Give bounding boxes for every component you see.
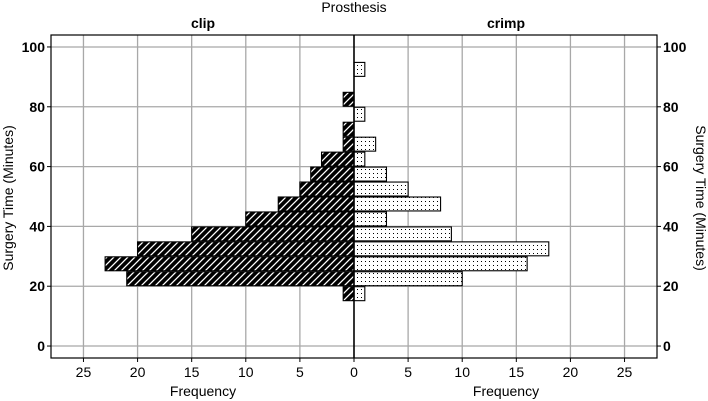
bar-crimp-27.5 bbox=[353, 256, 528, 272]
x-tick-label-left-5: 5 bbox=[296, 364, 304, 380]
x-tick-label-left-25: 25 bbox=[76, 364, 92, 380]
x-axis-label-right: Frequency bbox=[473, 383, 539, 399]
bar-clip-47.5 bbox=[277, 196, 355, 212]
bar-clip-17.5 bbox=[342, 286, 355, 302]
bar-clip-37.5 bbox=[191, 226, 355, 242]
bar-clip-57.5 bbox=[310, 166, 355, 182]
bar-clip-82.5 bbox=[342, 91, 355, 107]
bar-crimp-42.5 bbox=[353, 211, 388, 227]
bar-crimp-57.5 bbox=[353, 166, 388, 182]
bar-crimp-92.5 bbox=[353, 61, 366, 77]
bar-crimp-37.5 bbox=[353, 226, 452, 242]
bar-clip-72.5 bbox=[342, 121, 355, 137]
bar-crimp-62.5 bbox=[353, 151, 366, 167]
x-tick-label-right-15: 15 bbox=[509, 364, 525, 380]
y-tick-label-right-0: 0 bbox=[663, 338, 671, 354]
y-tick-label-right-60: 60 bbox=[663, 159, 679, 175]
bar-clip-27.5 bbox=[104, 256, 355, 272]
y-tick-label-left-80: 80 bbox=[29, 99, 45, 115]
bar-crimp-77.5 bbox=[353, 106, 366, 122]
bar-clip-22.5 bbox=[126, 271, 355, 287]
x-tick-label-right-25: 25 bbox=[617, 364, 633, 380]
y-tick-label-left-60: 60 bbox=[29, 159, 45, 175]
y-tick-label-left-20: 20 bbox=[29, 278, 45, 294]
y-tick-label-right-20: 20 bbox=[663, 278, 679, 294]
y-axis-label-left: Surgery Time (Minutes) bbox=[0, 125, 16, 270]
y-tick-label-right-80: 80 bbox=[663, 99, 679, 115]
bar-clip-62.5 bbox=[320, 151, 355, 167]
bars bbox=[104, 61, 550, 302]
y-tick-label-left-0: 0 bbox=[37, 338, 45, 354]
y-tick-label-left-100: 100 bbox=[22, 39, 46, 55]
bar-clip-32.5 bbox=[137, 241, 355, 257]
y-axis-label-right: Surgery Time (Minutes) bbox=[693, 125, 708, 270]
y-tick-label-right-40: 40 bbox=[663, 218, 679, 234]
x-axis-label-left: Frequency bbox=[170, 383, 236, 399]
chart-title: Prosthesis bbox=[321, 0, 386, 15]
panel-title-left: clip bbox=[191, 15, 215, 31]
tick-labels: 0 0 20 20 40 40 60 60 80 80 100 100 0 5 5 10 10 15 15 20 20 2… bbox=[22, 39, 687, 380]
plot-frame bbox=[50, 34, 658, 359]
bar-crimp-67.5 bbox=[353, 136, 377, 152]
y-tick-label-right-100: 100 bbox=[663, 39, 687, 55]
y-tick-label-left-40: 40 bbox=[29, 218, 45, 234]
x-tick-label-left-10: 10 bbox=[238, 364, 254, 380]
bar-crimp-17.5 bbox=[353, 286, 366, 302]
panel-title-right: crimp bbox=[487, 15, 525, 31]
bar-clip-52.5 bbox=[299, 181, 355, 197]
x-tick-label-right-10: 10 bbox=[454, 364, 470, 380]
bar-crimp-22.5 bbox=[353, 271, 463, 287]
x-tick-label-left-20: 20 bbox=[130, 364, 146, 380]
bar-crimp-52.5 bbox=[353, 181, 409, 197]
x-tick-label-left-15: 15 bbox=[184, 364, 200, 380]
bar-clip-42.5 bbox=[245, 211, 355, 227]
x-tick-label-center-0: 0 bbox=[350, 364, 358, 380]
bar-crimp-47.5 bbox=[353, 196, 442, 212]
x-tick-label-right-20: 20 bbox=[563, 364, 579, 380]
bar-clip-67.5 bbox=[342, 136, 355, 152]
x-tick-label-right-5: 5 bbox=[404, 364, 412, 380]
bar-crimp-32.5 bbox=[353, 241, 550, 257]
